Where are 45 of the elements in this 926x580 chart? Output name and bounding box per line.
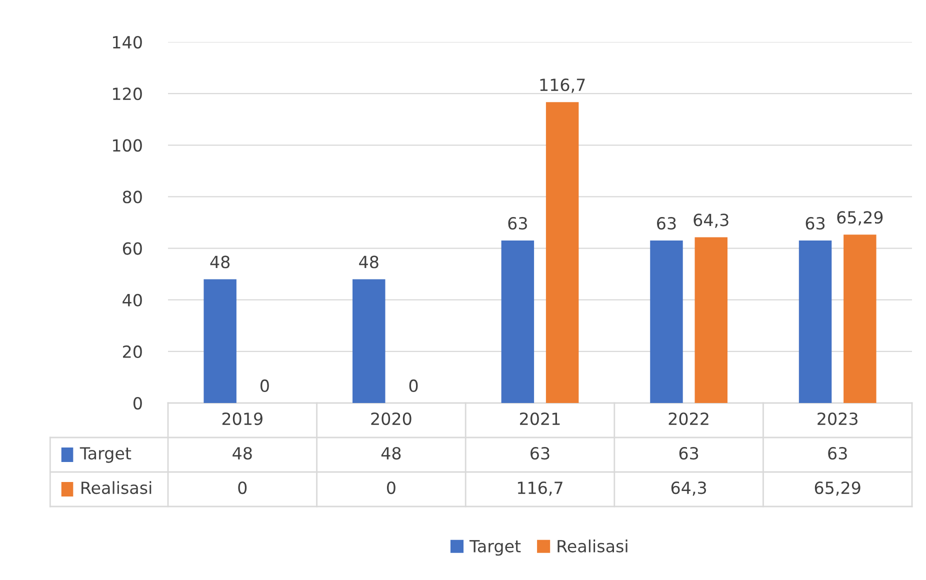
x-tick-label: 2019 xyxy=(222,412,262,426)
data-label: 65,29 xyxy=(814,481,860,496)
y-tick-label: 20 xyxy=(123,345,142,358)
text: Target xyxy=(469,540,521,556)
text: 63 xyxy=(806,216,825,230)
text: 63 xyxy=(508,216,527,230)
text: 0 xyxy=(260,379,269,392)
data-label: 48 xyxy=(232,446,252,460)
bar xyxy=(204,279,236,403)
y-tick-label: 120 xyxy=(113,88,142,100)
data-label: 116,7 xyxy=(518,481,562,496)
data-label: 64,3 xyxy=(671,481,706,496)
data-label: 63 xyxy=(828,446,847,460)
y-tick-label: 80 xyxy=(122,190,142,204)
data-label: 0 xyxy=(238,481,247,494)
text: 116,7 xyxy=(540,78,585,93)
bar xyxy=(798,240,832,403)
bar xyxy=(546,102,579,403)
y-tick-label: 100 xyxy=(113,139,142,152)
text: 64,3 xyxy=(694,214,728,228)
bar xyxy=(650,240,683,403)
data-label: 48 xyxy=(381,446,401,460)
x-tick-label: 2021 xyxy=(520,412,560,426)
text: 63 xyxy=(657,216,676,230)
data-label: 63 xyxy=(530,446,550,460)
y-tick-label: 60 xyxy=(122,242,142,255)
x-tick-label: 2020 xyxy=(371,412,412,426)
text: 48 xyxy=(210,256,230,268)
text: 48 xyxy=(359,256,378,268)
y-tick-label: 140 xyxy=(113,36,142,49)
bar xyxy=(844,234,876,403)
data-label: 63 xyxy=(679,446,698,460)
x-tick-label: 2022 xyxy=(668,412,708,426)
bar xyxy=(694,237,728,403)
legend-label: Target xyxy=(80,447,132,463)
legend-label: Realisasi xyxy=(558,540,628,552)
bar xyxy=(501,240,534,403)
y-tick-label: 40 xyxy=(122,294,142,306)
text: Realisasi xyxy=(82,481,152,494)
bar xyxy=(352,279,386,403)
data-label: 0 xyxy=(386,481,396,494)
text: 65,29 xyxy=(837,211,883,226)
x-tick-label: 2023 xyxy=(818,412,858,426)
y-tick-label: 0 xyxy=(133,396,142,410)
text: 0 xyxy=(409,379,418,392)
